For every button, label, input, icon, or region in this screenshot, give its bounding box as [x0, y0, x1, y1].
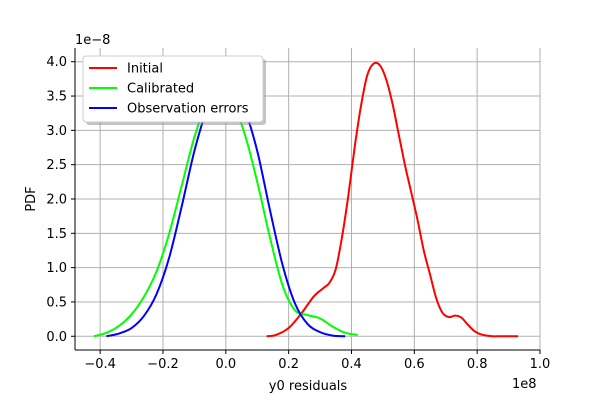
legend-label-observation-errors: Observation errors [127, 102, 249, 117]
y-tick-label: 3.0 [46, 124, 67, 139]
x-tick-label: 1.0 [530, 357, 551, 372]
x-tick-label: 0.8 [467, 357, 488, 372]
x-axis-label: y0 residuals [269, 379, 348, 394]
x-tick-label: −0.4 [84, 357, 116, 372]
legend: Initial Calibrated Observation errors [82, 55, 266, 125]
y-tick-label: 0.0 [46, 330, 67, 345]
grid [75, 48, 541, 350]
x-tick-label: 0.0 [215, 357, 236, 372]
y-axis-label: PDF [24, 186, 39, 211]
series-line-initial [266, 61, 519, 338]
x-tick-label: 0.6 [404, 357, 425, 372]
legend-box [82, 55, 264, 123]
axes [71, 48, 541, 354]
y-offset-text: 1e−8 [75, 33, 110, 48]
x-tick-label: −0.2 [147, 357, 179, 372]
tick-labels: −0.4 −0.2 0.0 0.2 0.4 0.6 0.8 1.0 0.0 0.5 1.0 1.5 2.… [46, 55, 550, 372]
legend-label-initial: Initial [127, 62, 163, 77]
y-tick-label: 0.5 [46, 295, 67, 310]
y-tick-label: 3.5 [46, 90, 67, 105]
x-offset-text: 1e8 [512, 377, 537, 392]
y-tick-label: 2.0 [46, 193, 67, 208]
x-tick-label: 0.2 [278, 357, 299, 372]
y-tick-label: 2.5 [46, 158, 67, 173]
y-tick-label: 1.0 [46, 261, 67, 276]
x-tick-label: 0.4 [341, 357, 362, 372]
y-tick-label: 4.0 [46, 55, 67, 70]
legend-label-calibrated: Calibrated [127, 82, 194, 97]
y-tick-label: 1.5 [46, 227, 67, 242]
